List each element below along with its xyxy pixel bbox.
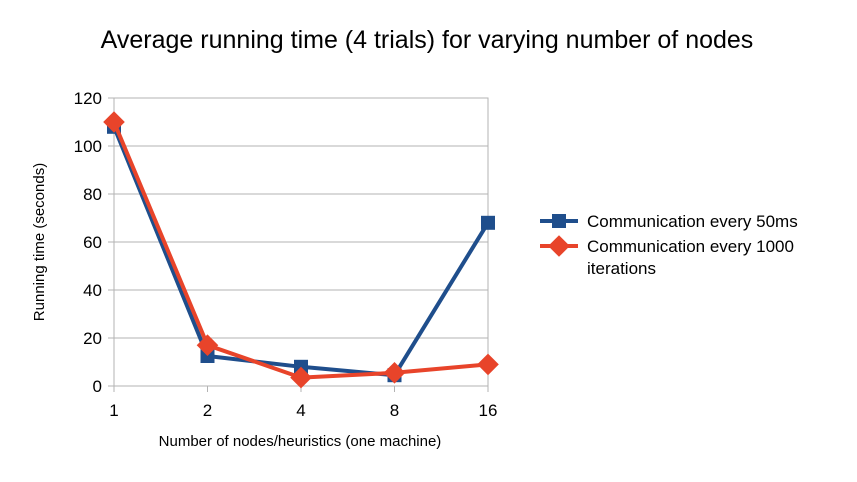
y-tick-label: 60 — [83, 233, 102, 252]
x-tick-label: 16 — [479, 401, 498, 420]
series-1 — [107, 119, 495, 383]
chart-title: Average running time (4 trials) for vary… — [101, 26, 754, 54]
x-axis-label: Number of nodes/heuristics (one machine) — [159, 433, 442, 450]
data-point — [103, 111, 125, 133]
series-layer — [103, 111, 499, 389]
y-tick-label: 80 — [83, 185, 102, 204]
y-axis: 0 20 40 60 80 100 120 — [74, 89, 114, 396]
legend: Communication every 50ms Communication ev… — [540, 212, 798, 278]
data-point — [477, 353, 499, 376]
data-point — [383, 362, 406, 384]
legend-item: Communication every 50ms — [540, 212, 798, 231]
x-tick-label: 4 — [296, 401, 305, 420]
legend-marker — [548, 235, 570, 257]
legend-item: Communication every 1000 iterations — [540, 235, 794, 278]
y-tick-label: 0 — [93, 377, 102, 396]
legend-label: Communication every 1000 — [587, 237, 794, 256]
x-tick-label: 8 — [390, 401, 399, 420]
data-point — [481, 215, 495, 230]
y-tick-label: 120 — [74, 89, 102, 108]
series-2 — [103, 111, 499, 389]
y-tick-label: 20 — [83, 329, 102, 348]
legend-marker — [552, 214, 566, 228]
grid — [114, 145, 488, 339]
y-tick-label: 40 — [83, 281, 102, 300]
legend-label: iterations — [587, 259, 656, 278]
data-point — [196, 334, 219, 356]
legend-label: Communication every 50ms — [587, 212, 798, 231]
y-axis-label: Running time (seconds) — [31, 163, 48, 321]
y-tick-label: 100 — [74, 137, 102, 156]
data-point — [290, 366, 312, 389]
x-tick-label: 2 — [203, 401, 212, 420]
x-tick-label: 1 — [109, 401, 118, 420]
x-axis: 1 2 4 8 16 — [109, 386, 497, 420]
series-line — [112, 121, 489, 380]
